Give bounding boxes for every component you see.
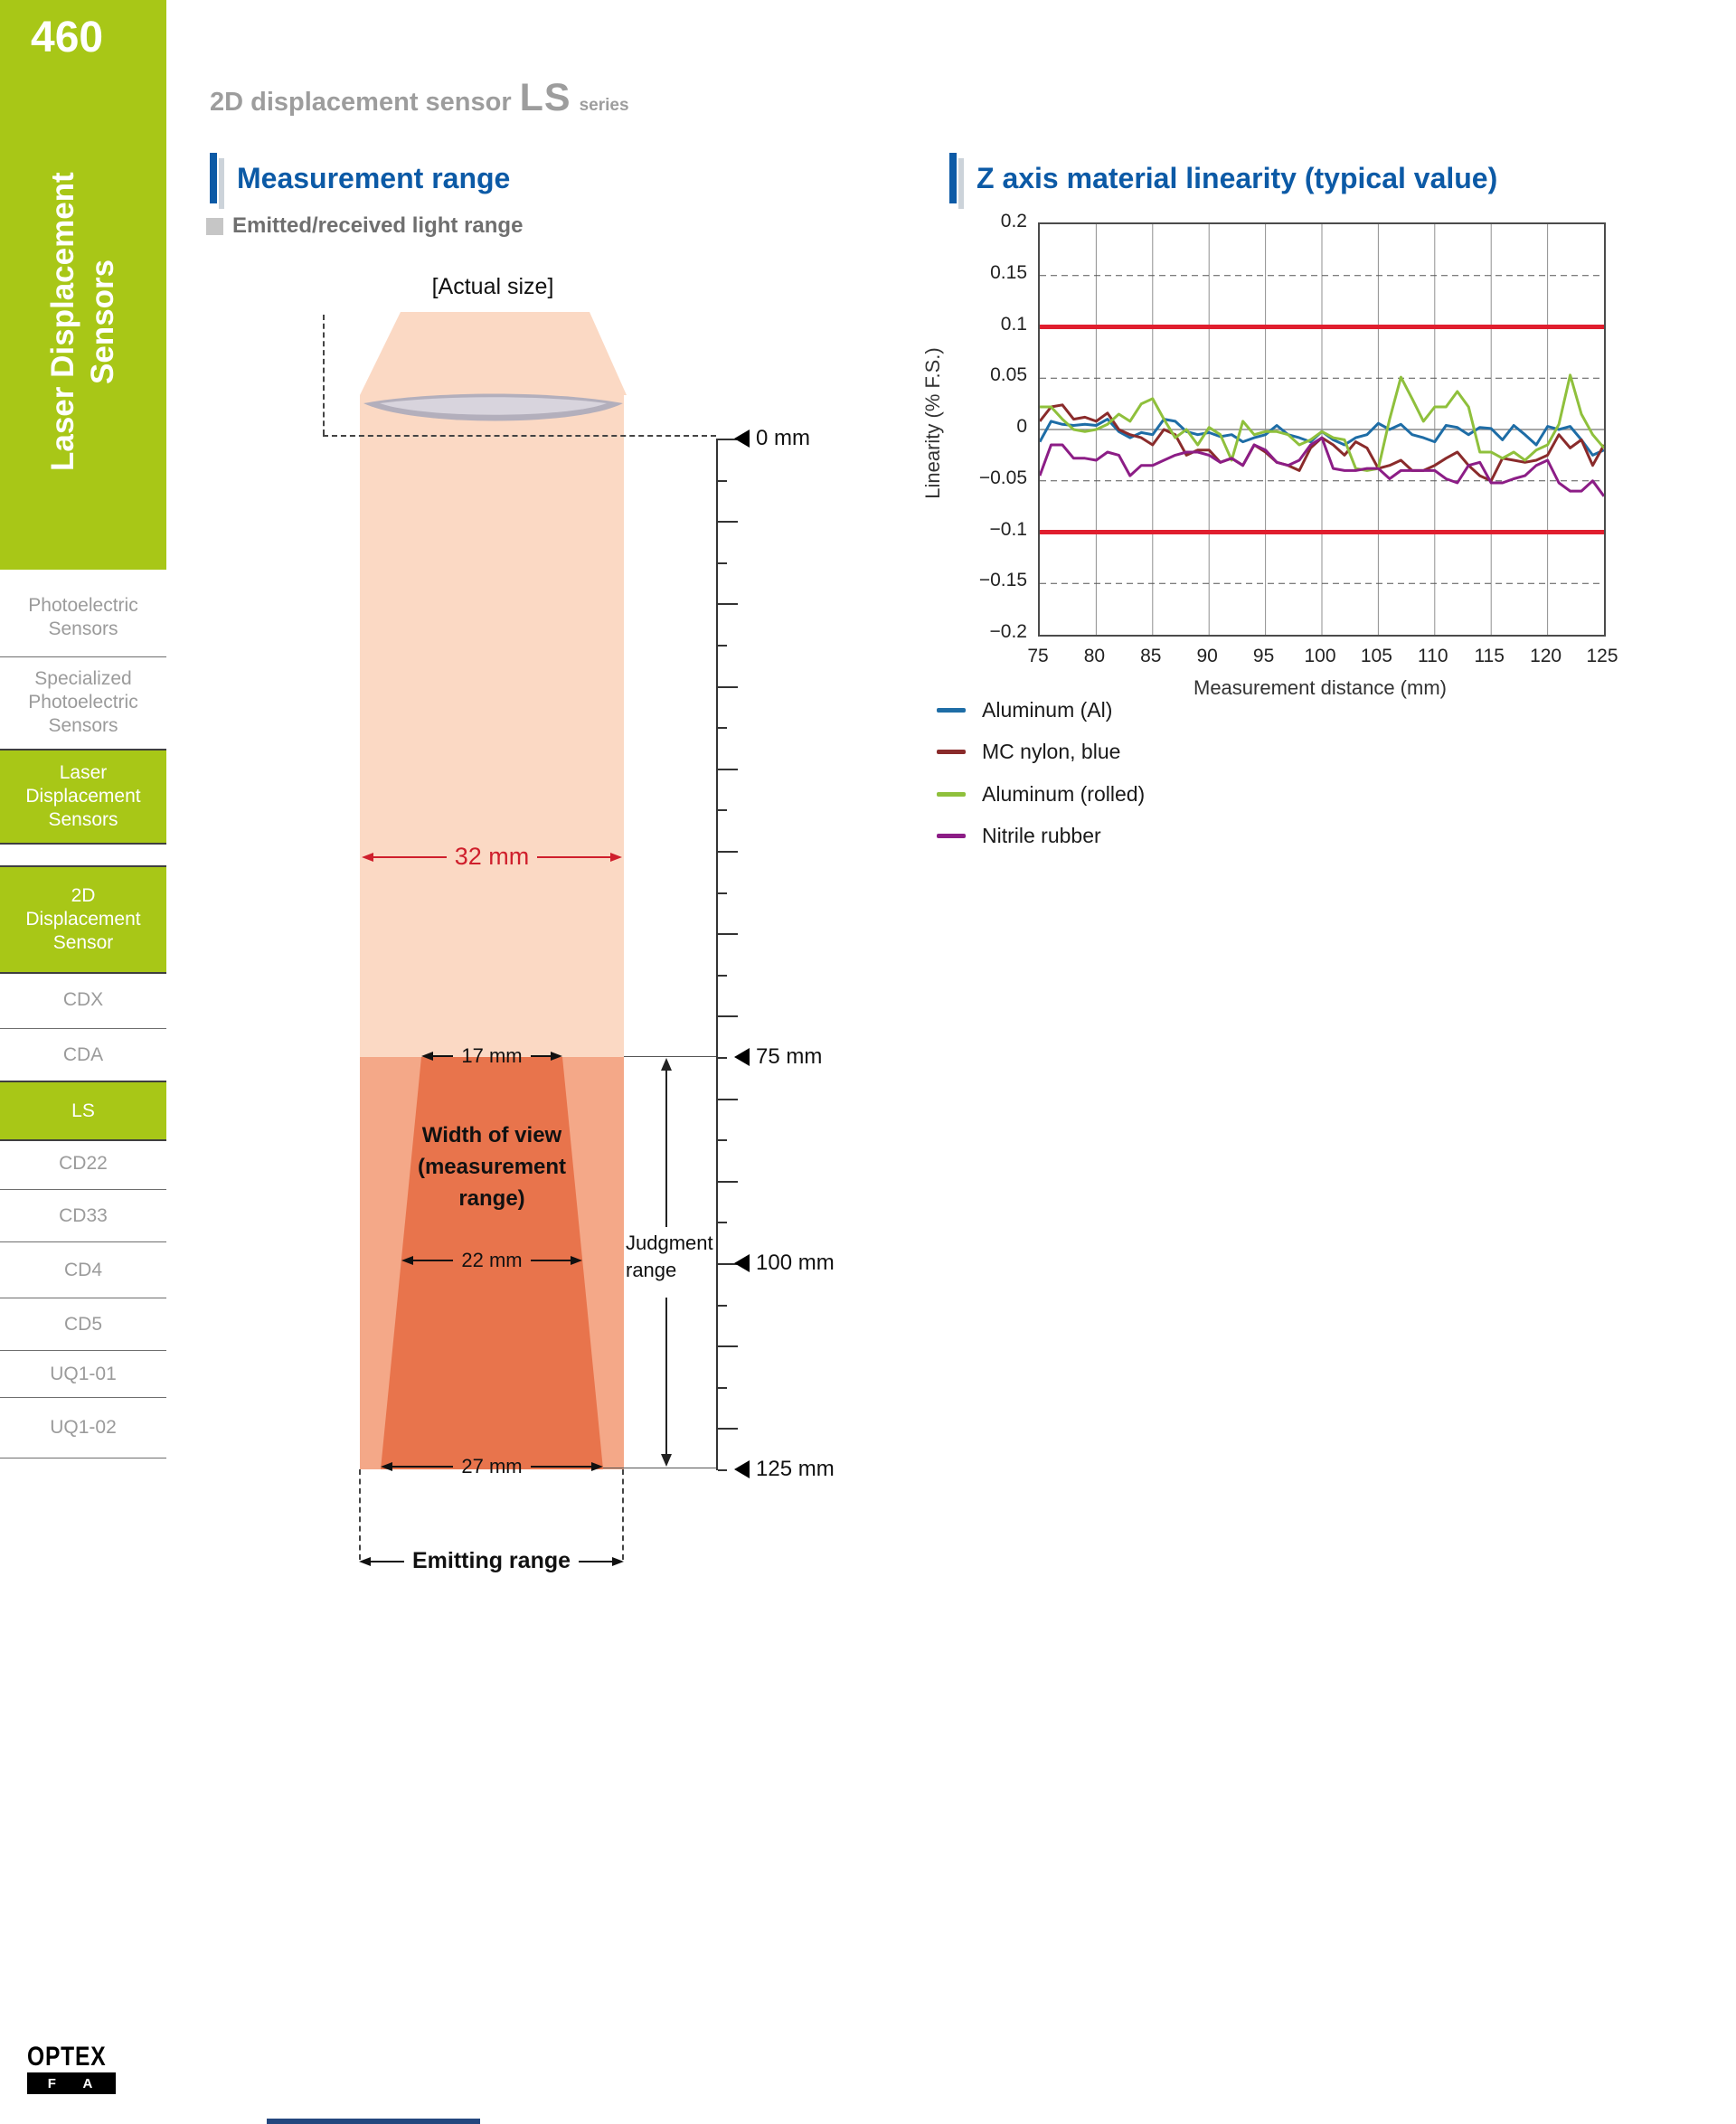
beam-width-dimension: 32 mm [362,843,622,871]
series-code: LS [519,76,571,119]
section-title-measurement-range: Measurement range [210,152,510,209]
bottom-width-dimension: 27 mm [381,1455,603,1478]
sidebar-item-cda: CDA [62,1043,104,1065]
logo-word: OPTEX [27,2042,107,2072]
sidebar-vertical-title: Laser Displacement Sensors [45,172,120,472]
light-range-subheading: Emitted/received light range [206,213,523,239]
left-triangle-icon [734,1048,750,1066]
sidebar-item-laser-displacement: Laser Displacement Sensors [0,749,166,845]
legend-item-nitrile-rubber: Nitrile rubber [937,824,1101,847]
legend-item-aluminum-rolled: Aluminum (rolled) [937,782,1145,806]
sidebar-item-2d-displacement: 2D Displacement Sensor [0,865,166,974]
emitting-range-dimension: Emitting range [359,1548,625,1574]
legend-swatch [937,791,966,797]
sensor-head-shape [360,312,627,395]
legend-item-mc-nylon: MC nylon, blue [937,740,1120,763]
actual-size-label: [Actual size] [431,274,554,299]
chart-plot [1038,222,1606,637]
left-triangle-icon [734,430,750,448]
sidebar-item-cd33: CD33 [0,1190,166,1242]
left-triangle-icon [734,1460,750,1478]
zero-reference-dashed-line [323,435,716,437]
x-axis-label: Measurement distance (mm) [1194,676,1447,699]
sidebar-item-uq1-02: UQ1-02 [0,1398,166,1458]
actual-size-dashed-vertical [323,315,325,435]
width-of-view-region [381,1057,603,1469]
page-number: 460 [31,14,104,61]
title-accent-bar [949,153,964,209]
marker-75mm: 75 mm [734,1044,822,1069]
emitting-range-dashed-left [359,1469,361,1560]
optex-fa-logo: OPTEX F A [27,2042,124,2094]
mid-width-dimension: 22 mm [401,1249,582,1272]
section-title-z-axis-linearity: Z axis material linearity (typical value… [949,152,1497,209]
connector-line-75mm [624,1056,716,1057]
sidebar-item-photoelectric: Photoelectric Sensors [0,579,166,657]
sidebar-item-cd22: CD22 [0,1138,166,1190]
sidebar-header-block: 460 Laser Displacement Sensors [0,0,166,570]
product-header: 2D displacement sensor LS series [210,76,629,120]
legend-swatch [937,833,966,838]
emitting-range-dashed-right [622,1469,624,1560]
series-word: series [579,96,629,115]
legend-item-aluminum-al: Aluminum (Al) [937,698,1112,722]
legend-swatch [937,749,966,754]
sidebar-item-specialized-photoelectric: Specialized Photoelectric Sensors [28,668,138,736]
y-axis-label: Linearity (% F.S.) [921,347,944,499]
left-triangle-icon [734,1254,750,1272]
width-of-view-label: Width of view (measurement range) [417,1123,567,1211]
page-bottom-edge-bar [267,2119,480,2124]
product-title: 2D displacement sensor [210,88,512,117]
judgment-range-arrow [656,1058,676,1467]
sidebar-item-cd5: CD5 [0,1298,166,1351]
chart-canvas [1038,224,1606,635]
sensor-lens [363,393,623,421]
logo-fa-bar: F A [27,2072,116,2094]
sidebar-item-cdx: CDX [0,971,166,1029]
title-accent-bar [210,153,224,209]
marker-100mm: 100 mm [734,1251,835,1275]
marker-125mm: 125 mm [734,1457,835,1481]
legend-swatch [937,707,966,713]
square-bullet-icon [206,217,223,235]
emitted-light-beam [360,395,624,1057]
judgment-range-label: Judgment range [626,1232,713,1281]
marker-0mm: 0 mm [734,426,810,450]
sidebar-item-cd4: CD4 [0,1242,166,1298]
top-width-dimension: 17 mm [421,1044,562,1068]
distance-ruler [716,439,738,1471]
sidebar-item-uq1-01: UQ1-01 [0,1351,166,1398]
sidebar-item-ls: LS [0,1081,166,1141]
